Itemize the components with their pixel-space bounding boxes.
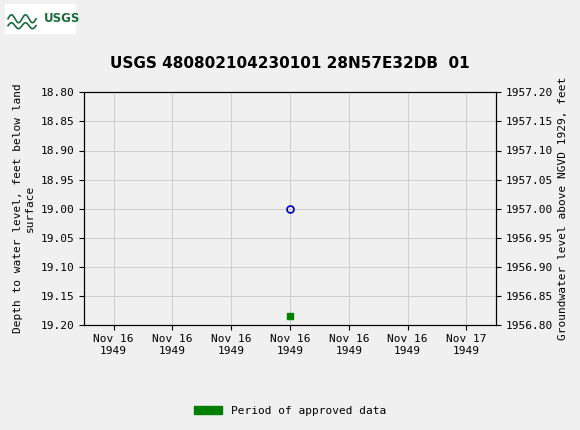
Y-axis label: Groundwater level above NGVD 1929, feet: Groundwater level above NGVD 1929, feet	[559, 77, 568, 340]
Bar	[5, 4, 75, 33]
Text: USGS: USGS	[44, 12, 81, 25]
Text: USGS 480802104230101 28N57E32DB  01: USGS 480802104230101 28N57E32DB 01	[110, 56, 470, 71]
Legend: Period of approved data: Period of approved data	[190, 401, 390, 420]
Y-axis label: Depth to water level, feet below land
surface: Depth to water level, feet below land su…	[13, 84, 35, 333]
